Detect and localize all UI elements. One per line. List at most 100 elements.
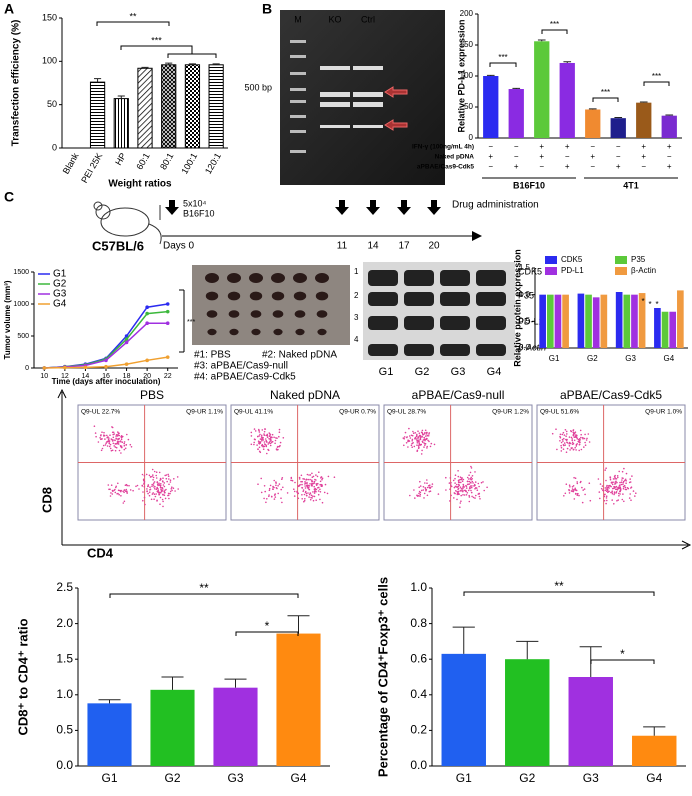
bar: [631, 294, 638, 348]
flow-dot: [148, 474, 151, 477]
flow-dot: [306, 486, 309, 488]
flow-dot: [580, 480, 582, 483]
flow-dot: [259, 438, 262, 440]
group-label: 4T1: [623, 180, 639, 190]
flow-dot: [424, 482, 426, 484]
flow-dot: [426, 479, 428, 481]
flow-dot: [268, 494, 270, 496]
bar: [276, 633, 321, 766]
bar: [562, 294, 569, 348]
flow-dot: [454, 482, 456, 484]
flow-dot: [468, 474, 470, 477]
flow-dot: [156, 499, 158, 502]
legend-swatch: [545, 256, 557, 264]
bar: [137, 67, 153, 149]
flow-dot: [306, 481, 308, 484]
flow-dot: [608, 485, 611, 487]
flow-dot: [445, 476, 447, 479]
tumor: [229, 328, 239, 336]
flow-dot: [167, 475, 170, 478]
flow-dot: [161, 487, 164, 489]
flow-dot: [617, 476, 619, 479]
flow-dot: [300, 480, 302, 483]
blot-band: [404, 270, 434, 286]
flow-dot: [468, 500, 471, 503]
flow-dot: [600, 487, 603, 490]
significance-bracket: [167, 46, 217, 58]
flow-dot: [609, 477, 612, 479]
flow-dot: [165, 474, 168, 476]
flow-dot: [169, 479, 172, 482]
flow-dot: [605, 467, 607, 470]
flow-dot: [415, 438, 418, 440]
flow-dot: [267, 443, 270, 445]
flow-dot: [556, 448, 558, 451]
tumor: [273, 328, 283, 336]
flow-dot: [605, 502, 607, 505]
flow-dot: [578, 494, 580, 497]
error-bar: [141, 66, 149, 69]
flow-dot: [429, 486, 432, 489]
flow-dot: [555, 428, 557, 431]
flow-dot: [581, 486, 583, 489]
flow-dot: [619, 493, 621, 495]
flow-dot: [286, 492, 289, 494]
flow-dot: [143, 474, 146, 477]
flow-dot: [117, 489, 120, 492]
flow-dot: [563, 495, 565, 497]
flow-dot: [466, 476, 469, 479]
flow-dot: [564, 444, 566, 446]
flow-dot: [276, 437, 278, 440]
marker: [124, 337, 129, 342]
flow-dot: [461, 477, 463, 479]
flow-dot: [427, 435, 430, 437]
flow-dot: [301, 487, 304, 489]
error-bar: [486, 74, 495, 76]
flow-dot: [426, 486, 429, 489]
flow-dot: [266, 434, 269, 437]
flow-dot: [112, 442, 115, 445]
gel-band: [353, 66, 383, 70]
flow-dot: [418, 486, 421, 489]
flow-dot: [309, 474, 312, 476]
flow-dot: [147, 492, 149, 495]
flow-dot: [431, 483, 434, 485]
flow-dot: [312, 491, 314, 493]
flow-dot: [417, 430, 419, 433]
flow-dot: [148, 494, 151, 497]
flow-dot: [278, 435, 280, 438]
flow-axis: [57, 388, 67, 545]
flow-dot: [424, 442, 427, 445]
flow-dot: [162, 484, 165, 486]
flow-dot: [573, 432, 575, 435]
flow-dot: [562, 431, 565, 434]
flow-dot: [311, 480, 314, 483]
flow-dot: [253, 428, 256, 430]
flow-dot: [617, 492, 620, 495]
legend-swatch: [545, 267, 557, 275]
flow-dot: [266, 498, 268, 500]
flow-dot: [569, 449, 571, 451]
y-tick-label: 2.5: [56, 580, 73, 594]
flow-dot: [571, 441, 574, 444]
flow-dot: [465, 490, 467, 493]
tumor: [251, 328, 261, 336]
flow-dot: [412, 442, 414, 444]
flow-dot: [571, 439, 573, 442]
flow-dot: [162, 488, 164, 490]
significance-bracket: [489, 62, 517, 67]
tumor: [295, 328, 305, 336]
flow-dot: [143, 485, 146, 488]
flow-dot: [450, 494, 452, 497]
flow-dot: [149, 486, 151, 489]
flow-dot: [156, 483, 159, 486]
flow-dot: [120, 445, 123, 448]
flow-dot: [269, 484, 272, 487]
flow-dot: [125, 488, 128, 491]
flow-dot: [419, 480, 421, 483]
x-tick-label: G4: [290, 771, 306, 785]
flow-dot: [108, 440, 111, 442]
blot-label: PD-L1: [518, 316, 544, 326]
flow-dot: [450, 482, 452, 484]
flow-dot: [576, 493, 579, 495]
